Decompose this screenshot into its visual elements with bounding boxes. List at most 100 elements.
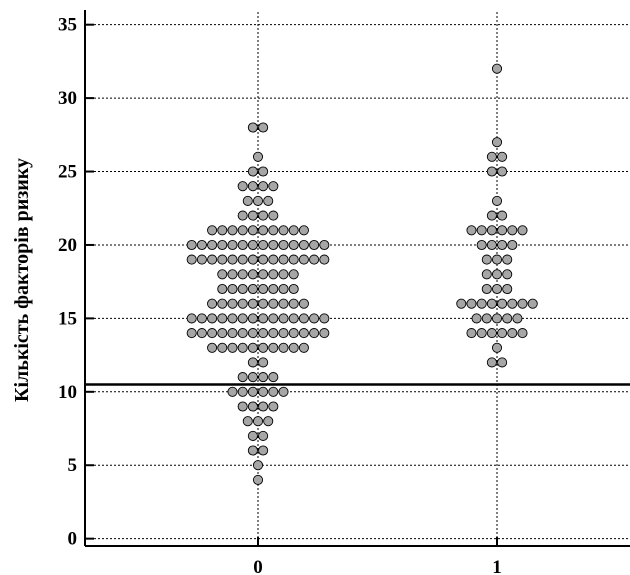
data-point <box>227 225 238 236</box>
data-point <box>497 210 508 221</box>
data-point <box>186 313 197 324</box>
data-point <box>252 474 264 485</box>
data-point <box>491 254 503 265</box>
data-point <box>258 401 269 412</box>
data-point <box>288 239 299 251</box>
data-point <box>268 283 279 295</box>
data-point <box>247 166 258 177</box>
data-point <box>497 166 508 177</box>
data-point <box>486 210 497 221</box>
data-point <box>207 254 218 265</box>
data-point <box>466 328 477 339</box>
data-point <box>196 254 207 265</box>
data-point <box>268 386 279 397</box>
data-point <box>319 239 330 251</box>
data-point <box>237 181 248 192</box>
data-point <box>319 328 330 339</box>
data-point <box>268 181 279 192</box>
data-point <box>258 313 269 324</box>
data-point <box>502 269 513 280</box>
data-point <box>486 239 497 251</box>
data-point <box>309 254 320 265</box>
data-point <box>258 283 269 295</box>
data-point <box>258 386 269 397</box>
data-point <box>196 328 207 339</box>
data-point <box>268 269 279 280</box>
data-point <box>247 386 258 397</box>
data-point <box>268 342 279 353</box>
data-point <box>237 239 248 251</box>
data-point <box>298 298 309 309</box>
data-point <box>502 313 513 324</box>
data-point <box>481 254 492 265</box>
data-point <box>309 328 320 339</box>
y-tick-label-25: 25 <box>58 162 77 183</box>
data-point <box>268 328 279 339</box>
axes: 0 5 10 15 20 25 30 35 0 1 <box>58 10 630 575</box>
data-point <box>252 151 264 162</box>
data-point <box>491 63 503 74</box>
data-point <box>288 313 299 324</box>
data-point <box>258 210 269 221</box>
data-point <box>309 313 320 324</box>
data-point <box>507 239 518 251</box>
data-point <box>258 298 269 309</box>
data-point <box>456 298 467 309</box>
data-point <box>237 313 248 324</box>
data-point <box>476 225 487 236</box>
data-point <box>481 283 492 295</box>
data-point <box>288 342 299 353</box>
data-point <box>258 430 269 441</box>
data-point <box>227 254 238 265</box>
data-point <box>298 313 309 324</box>
data-point <box>278 225 289 236</box>
data-point <box>466 225 477 236</box>
data-point <box>247 342 258 353</box>
data-point <box>288 269 299 280</box>
data-point <box>491 269 503 280</box>
data-point <box>207 239 218 251</box>
data-point <box>237 210 248 221</box>
data-point <box>481 313 492 324</box>
data-point <box>247 430 258 441</box>
data-point <box>491 313 503 324</box>
data-point <box>207 328 218 339</box>
data-point <box>491 137 503 148</box>
data-point <box>258 181 269 192</box>
x-tick-label-1: 1 <box>492 557 502 575</box>
y-tick-label-0: 0 <box>68 529 78 550</box>
y-tick-label-5: 5 <box>68 455 78 476</box>
data-point <box>242 195 253 206</box>
data-point <box>517 328 528 339</box>
data-point <box>288 225 299 236</box>
data-point <box>247 254 258 265</box>
data-point <box>466 298 477 309</box>
data-point <box>268 225 279 236</box>
data-point <box>268 372 279 383</box>
data-point <box>481 269 492 280</box>
data-point <box>247 283 258 295</box>
data-point <box>207 313 218 324</box>
data-point <box>247 401 258 412</box>
data-point <box>237 328 248 339</box>
data-point <box>278 328 289 339</box>
y-axis-title: Кількість факторів ризику <box>11 158 33 402</box>
data-point <box>502 283 513 295</box>
data-point <box>252 195 264 206</box>
data-point <box>237 401 248 412</box>
data-point <box>497 239 508 251</box>
data-point <box>517 298 528 309</box>
data-point <box>278 298 289 309</box>
data-point <box>196 313 207 324</box>
data-point <box>278 313 289 324</box>
data-point <box>486 298 497 309</box>
data-point <box>258 239 269 251</box>
data-point <box>227 239 238 251</box>
data-point <box>227 283 238 295</box>
data-point <box>186 254 197 265</box>
data-point <box>217 298 228 309</box>
data-point <box>217 342 228 353</box>
data-point <box>319 313 330 324</box>
data-point <box>247 181 258 192</box>
